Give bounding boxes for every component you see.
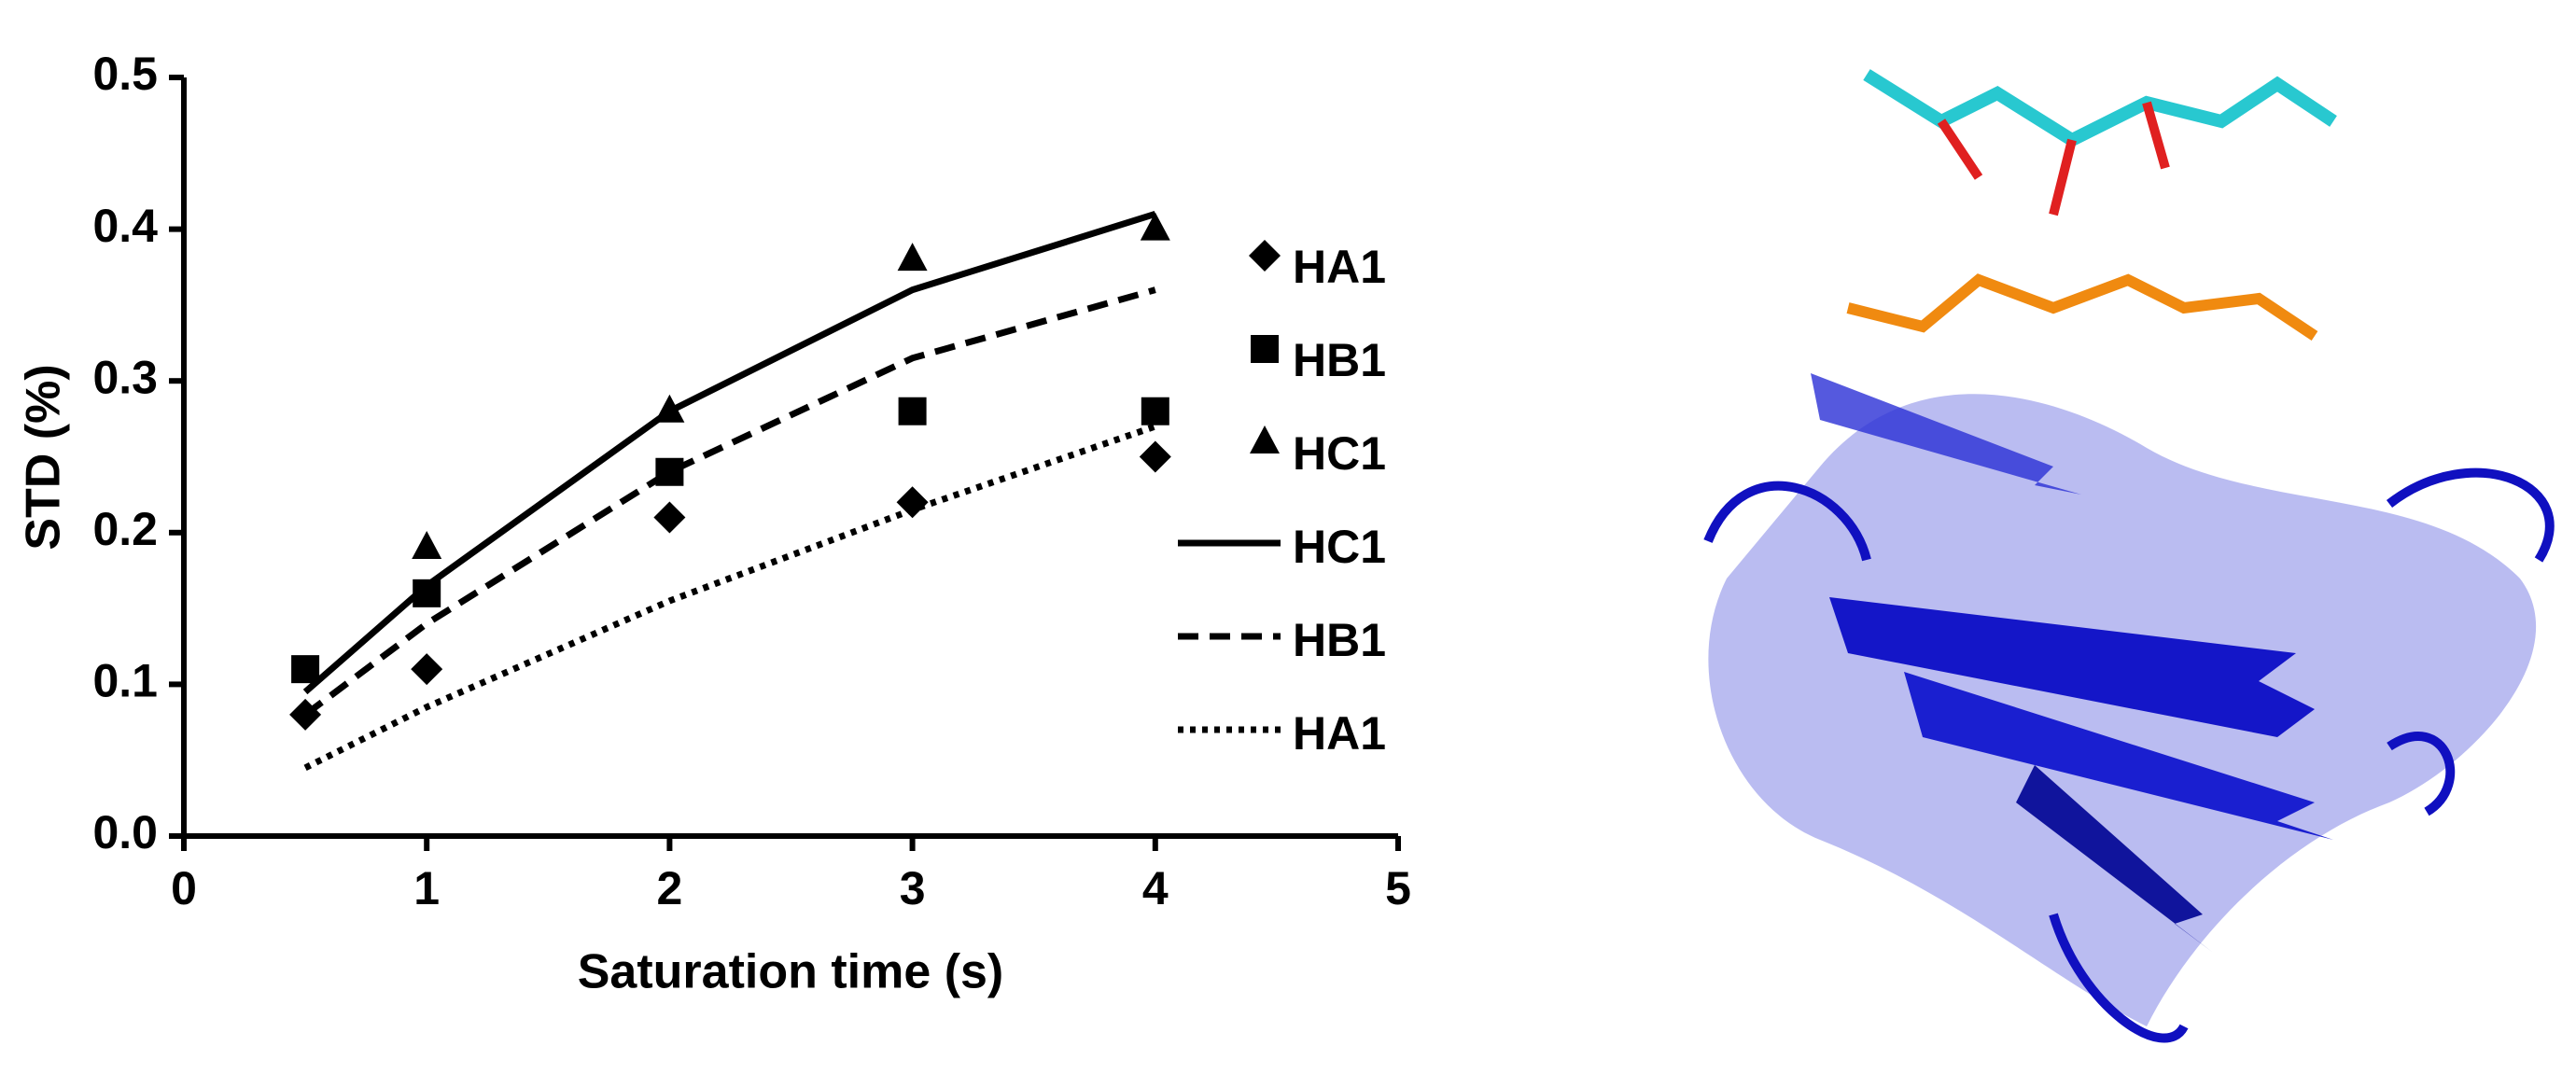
x-tick-label: 2 xyxy=(656,862,682,914)
legend-label: HB1 xyxy=(1293,334,1386,386)
point-square xyxy=(291,655,320,684)
fit-line xyxy=(303,286,1156,718)
legend-label: HA1 xyxy=(1293,707,1386,760)
point-diamond xyxy=(653,501,686,534)
fit-line xyxy=(302,210,1156,695)
y-tick-label: 0.3 xyxy=(92,351,158,403)
point-diamond xyxy=(1249,240,1281,272)
point-diamond xyxy=(411,653,443,686)
x-tick-label: 4 xyxy=(1142,862,1169,914)
y-tick-label: 0.4 xyxy=(92,200,158,252)
ligand-sticks xyxy=(1937,101,2170,216)
peptide-sticks xyxy=(1846,273,2318,341)
y-tick-label: 0.1 xyxy=(92,655,158,707)
beta-strand xyxy=(1904,672,2333,840)
point-triangle xyxy=(897,243,928,272)
loop xyxy=(1703,467,2555,1043)
point-square xyxy=(898,397,927,425)
protein-shadow xyxy=(1708,394,2537,1027)
legend-label: HC1 xyxy=(1293,521,1386,573)
beta-strand xyxy=(2016,765,2212,952)
y-tick-label: 0.0 xyxy=(92,806,158,858)
x-tick-label: 3 xyxy=(900,862,926,914)
point-square xyxy=(1251,335,1279,363)
point-triangle xyxy=(412,531,442,560)
x-tick-label: 0 xyxy=(171,862,197,914)
point-diamond xyxy=(1139,440,1171,473)
legend-label: HA1 xyxy=(1293,241,1386,293)
beta-strand xyxy=(1811,373,2081,495)
x-axis-title: Saturation time (s) xyxy=(578,945,1004,999)
ligand-sticks xyxy=(1863,69,2337,148)
point-triangle xyxy=(1140,212,1170,241)
fit-line xyxy=(303,423,1156,771)
y-axis-title: STD (%) xyxy=(17,364,71,550)
point-square xyxy=(1141,397,1169,425)
beta-strand xyxy=(1829,597,2315,737)
x-tick-label: 1 xyxy=(413,862,440,914)
legend-label: HB1 xyxy=(1293,614,1386,666)
point-triangle xyxy=(1250,425,1280,453)
legend-label: HC1 xyxy=(1293,427,1386,480)
y-tick-label: 0.2 xyxy=(92,503,158,555)
y-tick-label: 0.5 xyxy=(92,48,158,100)
x-tick-label: 5 xyxy=(1385,862,1411,914)
protein-illustration xyxy=(1703,69,2555,1043)
